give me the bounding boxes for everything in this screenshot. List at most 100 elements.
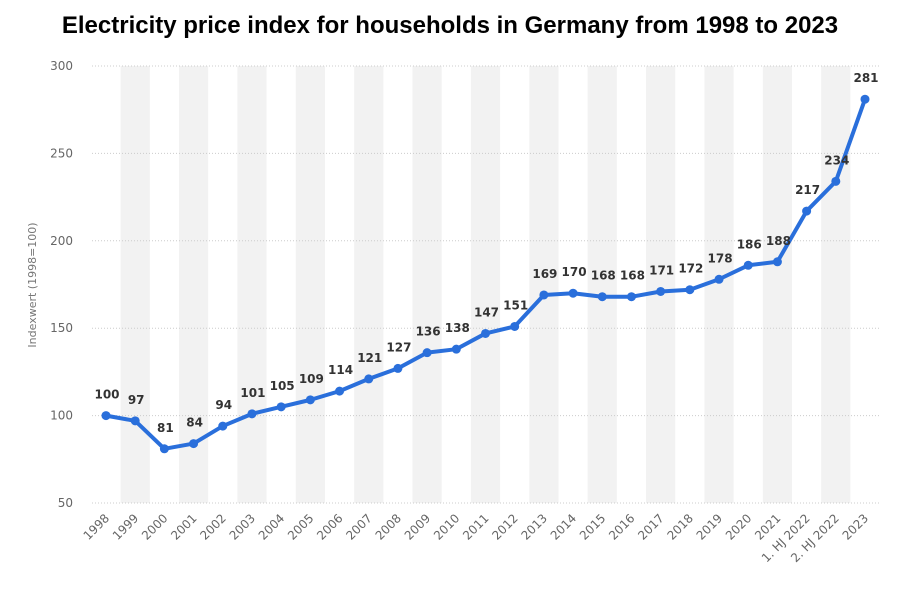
column-band [587, 66, 617, 503]
data-point [364, 374, 374, 384]
data-point [626, 292, 636, 302]
column-band [412, 66, 442, 503]
data-label: 94 [215, 398, 232, 412]
data-point [597, 292, 607, 302]
data-label: 81 [157, 421, 174, 435]
data-label: 169 [532, 267, 557, 281]
data-label: 151 [503, 298, 528, 312]
y-tick-label: 200 [50, 234, 73, 248]
data-label: 172 [678, 262, 703, 276]
data-labels: 100 97 81 84 94 101 105 109 114 121 127 136 138 147 15… [94, 71, 878, 435]
x-tick-label: 2004 [256, 511, 287, 542]
y-tick-label: 50 [58, 496, 73, 510]
data-point [335, 386, 345, 396]
data-label: 105 [270, 379, 295, 393]
x-tick-label: 2015 [577, 511, 608, 542]
data-label: 178 [708, 251, 733, 265]
data-label: 114 [328, 363, 353, 377]
data-label: 188 [766, 234, 791, 248]
data-point [189, 439, 199, 449]
x-tick-label: 2005 [285, 511, 316, 542]
x-tick-label: 2002 [197, 511, 228, 542]
x-tick-label: 2006 [314, 511, 345, 542]
data-point [130, 416, 140, 426]
data-point [656, 286, 666, 296]
x-tick-label: 2003 [227, 511, 258, 542]
column-band [237, 66, 267, 503]
data-label: 121 [357, 351, 382, 365]
x-tick-label: 1999 [110, 511, 141, 542]
x-tick-label: 2020 [723, 511, 754, 542]
column-band [821, 66, 851, 503]
data-points [101, 94, 870, 454]
y-tick-label: 250 [50, 146, 73, 160]
column-band [529, 66, 559, 503]
x-tick-label: 2009 [402, 511, 433, 542]
data-point [451, 344, 461, 354]
x-tick-label: 2008 [373, 511, 404, 542]
data-label: 136 [416, 325, 441, 339]
y-axis-label: Indexwert (1998=100) [26, 222, 39, 347]
x-tick-label: 2016 [606, 511, 637, 542]
y-tick-label: 150 [50, 321, 73, 335]
x-tick-label: 2010 [431, 511, 462, 542]
y-axis-ticks: 50 100 150 200 250 300 [50, 59, 73, 510]
data-label: 168 [591, 269, 616, 283]
data-label: 100 [94, 388, 119, 402]
data-label: 138 [445, 321, 470, 335]
x-tick-label: 2000 [139, 511, 170, 542]
x-tick-label: 1998 [81, 511, 112, 542]
data-label: 217 [795, 183, 820, 197]
data-point [802, 206, 812, 216]
y-tick-label: 100 [50, 409, 73, 423]
column-band [178, 66, 209, 503]
data-point [714, 274, 724, 284]
x-tick-label: 2019 [694, 511, 725, 542]
x-tick-label: 2007 [343, 511, 374, 542]
data-label: 281 [853, 71, 878, 85]
data-label: 109 [299, 372, 324, 386]
data-point [393, 363, 403, 373]
x-tick-label: 2018 [664, 511, 695, 542]
data-point [772, 257, 782, 267]
x-tick-label: 2013 [519, 511, 550, 542]
data-point [159, 444, 169, 454]
data-point [481, 328, 490, 338]
column-band [295, 66, 325, 503]
column-band [470, 66, 501, 503]
y-tick-label: 300 [50, 59, 73, 73]
data-label: 101 [240, 386, 265, 400]
data-label: 127 [386, 340, 411, 354]
column-band [646, 66, 676, 503]
data-label: 234 [824, 153, 849, 167]
data-label: 97 [128, 393, 145, 407]
data-label: 170 [562, 265, 587, 279]
data-point [305, 395, 315, 405]
x-tick-label: 2023 [840, 511, 871, 542]
data-point [218, 421, 228, 431]
data-point [743, 260, 753, 270]
data-point [101, 411, 111, 421]
data-label: 84 [186, 416, 203, 430]
data-point [510, 321, 520, 331]
column-band [354, 66, 384, 503]
data-point [247, 409, 257, 419]
data-point [276, 402, 286, 412]
data-label: 171 [649, 263, 674, 277]
data-label: 186 [737, 237, 762, 251]
data-label: 168 [620, 269, 645, 283]
data-label: 147 [474, 305, 499, 319]
gridlines [92, 65, 880, 504]
column-band [762, 66, 793, 503]
column-bands [120, 66, 851, 503]
data-point [685, 285, 695, 295]
data-point [422, 348, 432, 358]
x-axis-ticks: 1998199920002001200220032004200520062007… [81, 511, 871, 565]
x-tick-label: 2017 [635, 511, 666, 542]
data-point [860, 94, 870, 104]
data-point [831, 176, 841, 186]
x-tick-label: 2011 [460, 511, 491, 542]
data-point [568, 288, 578, 298]
chart-title: Electricity price index for households i… [61, 12, 839, 39]
